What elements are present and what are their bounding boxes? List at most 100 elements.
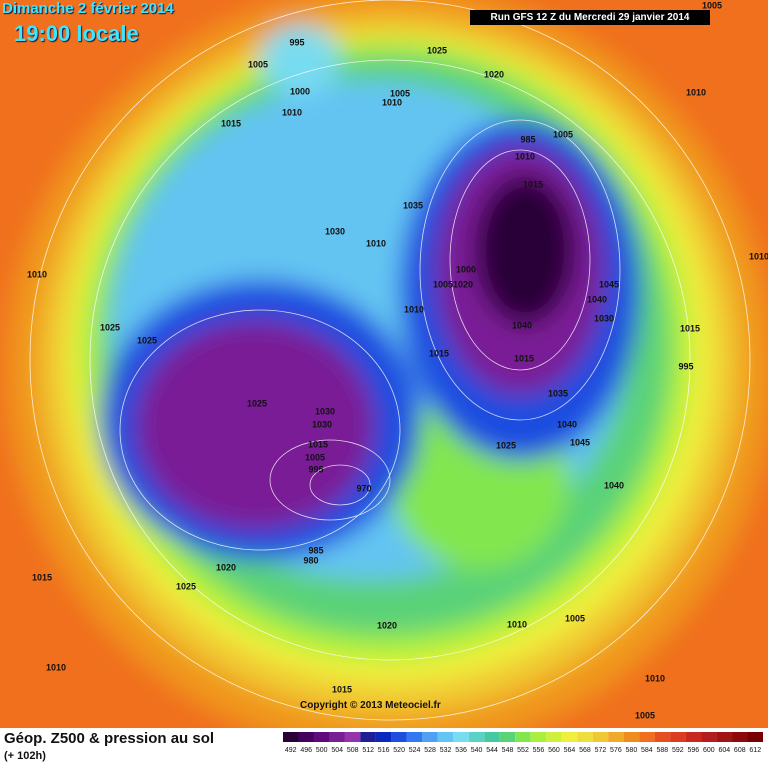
isobar-label: 1000 [290, 86, 310, 96]
scale-swatch [313, 732, 330, 742]
isobar-label: 1030 [312, 419, 332, 429]
isobar-label: 1010 [749, 251, 768, 261]
scale-swatch [329, 732, 345, 742]
isobar-label: 1005 [248, 59, 268, 69]
scale-swatch [747, 732, 763, 742]
isobar-label: 1010 [686, 87, 706, 97]
isobar-label: 1005 [433, 279, 453, 289]
scale-label: 500 [316, 747, 328, 754]
scale-label: 564 [564, 747, 576, 754]
isobar-label: 985 [520, 134, 535, 144]
scale-swatch [283, 732, 299, 742]
scale-swatch [623, 732, 640, 742]
isobar-label: 1045 [570, 437, 590, 447]
isobar-label: 1005 [305, 452, 325, 462]
isobar-label: 1010 [515, 151, 535, 161]
isobar-label: 1005 [553, 129, 573, 139]
isobar-label: 1025 [247, 398, 267, 408]
run-info: Run GFS 12 Z du Mercredi 29 janvier 2014 [470, 10, 710, 25]
scale-swatch [422, 732, 438, 742]
scale-swatch [298, 732, 314, 742]
scale-label: 560 [548, 747, 560, 754]
isobar-label: 1040 [604, 480, 624, 490]
isobar-label: 1015 [680, 323, 700, 333]
isobar-label: 1015 [514, 353, 534, 363]
scale-label: 508 [347, 747, 359, 754]
map-title: Géop. Z500 & pression au sol [4, 730, 215, 747]
scale-label: 548 [502, 747, 514, 754]
scale-label: 544 [486, 747, 498, 754]
scale-label: 588 [657, 747, 669, 754]
scale-label: 612 [749, 747, 761, 754]
isobar-label: 1010 [404, 304, 424, 314]
isobar-label: 1010 [645, 673, 665, 683]
isobar-label: 1010 [27, 269, 47, 279]
isobar-label: 1040 [512, 320, 532, 330]
scale-label: 516 [378, 747, 390, 754]
isobar-label: 1010 [366, 238, 386, 248]
isobar-label: 1010 [507, 619, 527, 629]
scale-label: 568 [579, 747, 591, 754]
scale-swatch [654, 732, 671, 742]
scale-label: 528 [424, 747, 436, 754]
scale-label: 608 [734, 747, 746, 754]
isobar-label: 1020 [216, 562, 236, 572]
isobar-label: 1015 [32, 572, 52, 582]
isobar-label: 1030 [315, 406, 335, 416]
isobar-label: 1030 [325, 226, 345, 236]
isobar-label: 1015 [308, 439, 328, 449]
isobar-label: 1025 [100, 322, 120, 332]
isobar-label: 1000 [456, 264, 476, 274]
scale-swatch [344, 732, 361, 742]
scale-label: 592 [672, 747, 684, 754]
scale-swatch [391, 732, 407, 742]
isobar-label: 1015 [523, 179, 543, 189]
isobar-label: 995 [289, 37, 304, 47]
scale-label: 532 [440, 747, 452, 754]
scale-swatch [685, 732, 702, 742]
isobar-label: 1010 [46, 662, 66, 672]
scale-swatch [608, 732, 624, 742]
scale-swatch [453, 732, 469, 742]
scale-swatch [484, 732, 500, 742]
isobar-label: 1015 [332, 684, 352, 694]
lead-time: (+ 102h) [4, 750, 46, 762]
scale-label: 580 [626, 747, 638, 754]
scale-swatch [716, 732, 733, 742]
forecast-date: Dimanche 2 février 2014 [2, 0, 174, 17]
scale-swatch [530, 732, 547, 742]
scale-swatch [592, 732, 609, 742]
isobar-label: 1005 [565, 613, 585, 623]
isobar-label: 995 [308, 464, 323, 474]
scale-label: 504 [331, 747, 343, 754]
scale-swatch [732, 732, 748, 742]
scale-label: 512 [362, 747, 374, 754]
scale-swatch [515, 732, 531, 742]
copyright: Copyright © 2013 Meteociel.fr [300, 700, 441, 711]
scale-swatch [499, 732, 516, 742]
scale-label: 536 [455, 747, 467, 754]
scale-swatch [375, 732, 392, 742]
scale-label: 596 [687, 747, 699, 754]
scale-swatch [577, 732, 593, 742]
isobar-label: 1005 [702, 0, 722, 10]
isobar-label: 1035 [403, 200, 423, 210]
isobar-label: 1005 [635, 710, 655, 720]
isobar-label: 1040 [557, 419, 577, 429]
isobar-label: 1035 [548, 388, 568, 398]
isobar-label: 1025 [176, 581, 196, 591]
isobar-label: 1045 [599, 279, 619, 289]
scale-label: 492 [285, 747, 297, 754]
scale-label: 524 [409, 747, 421, 754]
isobar-label: 1010 [282, 107, 302, 117]
isobar-label: 1015 [429, 348, 449, 358]
isobar-label: 1040 [587, 294, 607, 304]
isobar-label: 1025 [137, 335, 157, 345]
isobar-label: 970 [356, 483, 371, 493]
scale-swatch [406, 732, 423, 742]
scale-swatch [437, 732, 454, 742]
isobar-label: 1010 [382, 97, 402, 107]
scale-swatch [360, 732, 376, 742]
isobar-label: 1015 [221, 118, 241, 128]
